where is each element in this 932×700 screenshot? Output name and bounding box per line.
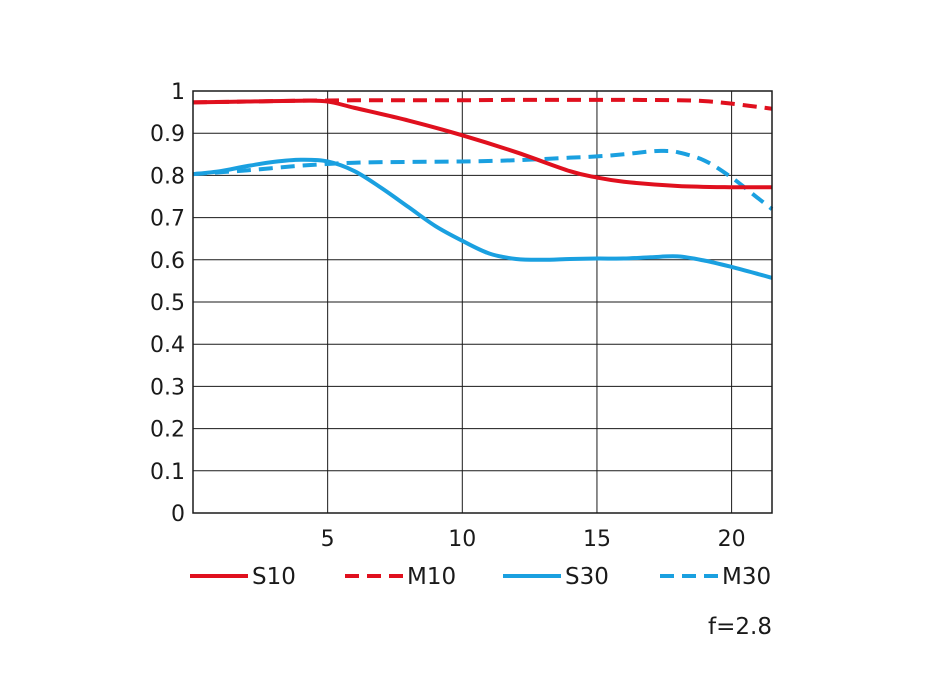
y-tick-label: 0.9 [150, 122, 185, 147]
y-tick-label: 0.3 [150, 375, 185, 400]
x-tick-label: 10 [448, 527, 476, 552]
y-tick-label: 0 [171, 502, 185, 527]
y-tick-label: 0.6 [150, 249, 185, 274]
y-axis-ticks: 0 0.1 0.2 0.3 0.4 0.5 0.6 0.7 0.8 0.9 1 [150, 80, 185, 527]
y-tick-label: 0.5 [150, 291, 185, 316]
y-tick-label: 0.8 [150, 164, 185, 189]
x-tick-label: 15 [583, 527, 611, 552]
series-line-m10 [192, 97, 773, 111]
legend-label-s10: S10 [252, 564, 296, 590]
series-line-m30 [192, 148, 774, 211]
y-tick-label: 1 [171, 80, 185, 105]
legend-label-m30: M30 [722, 564, 771, 590]
plot-frame [192, 90, 773, 514]
x-tick-label: 5 [321, 527, 335, 552]
y-tick-label: 0.7 [150, 207, 185, 232]
y-tick-label: 0.1 [150, 460, 185, 485]
series-line-s30 [192, 157, 773, 280]
x-axis-ticks: 5 10 15 20 [321, 527, 746, 552]
y-tick-label: 0.2 [150, 418, 185, 443]
x-tick-label: 20 [718, 527, 746, 552]
legend: S10 M10 S30 M30 [190, 564, 771, 590]
y-tick-label: 0.4 [150, 333, 185, 358]
legend-label-s30: S30 [565, 564, 609, 590]
legend-label-m10: M10 [407, 564, 456, 590]
series-lines [192, 97, 774, 280]
series-line-s10 [192, 98, 773, 190]
aperture-annotation: f=2.8 [708, 614, 772, 640]
